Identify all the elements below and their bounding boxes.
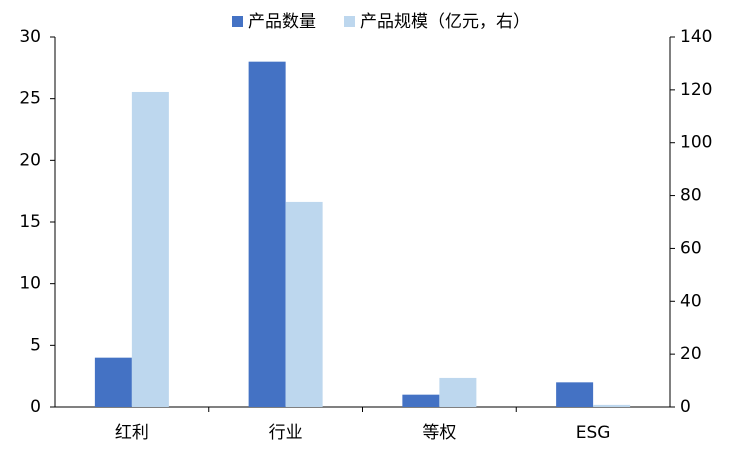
y2-tick-label: 60 <box>680 238 702 258</box>
bar <box>94 357 132 407</box>
bar <box>556 382 594 407</box>
y-tick-label: 20 <box>19 150 41 170</box>
y2-tick-label: 80 <box>680 186 702 206</box>
legend-swatch <box>344 16 355 27</box>
bar <box>131 91 169 407</box>
y2-tick-label: 40 <box>680 291 702 311</box>
bar <box>439 377 477 407</box>
y-tick-label: 30 <box>19 27 41 47</box>
legend-swatch <box>232 16 243 27</box>
y-tick-label: 15 <box>19 212 41 232</box>
y-tick-label: 10 <box>19 274 41 294</box>
y-tick-label: 25 <box>19 89 41 109</box>
legend-label: 产品规模（亿元，右） <box>360 12 530 32</box>
y2-tick-label: 20 <box>680 344 702 364</box>
x-tick-label: 等权 <box>422 423 456 443</box>
bar <box>593 404 631 407</box>
y2-tick-label: 100 <box>680 133 712 153</box>
y-tick-label: 5 <box>30 335 41 355</box>
legend-label: 产品数量 <box>248 12 316 32</box>
bar <box>402 394 440 407</box>
bar <box>285 201 323 407</box>
y2-tick-label: 120 <box>680 80 712 100</box>
y2-tick-label: 140 <box>680 27 712 47</box>
y2-tick-label: 0 <box>680 397 691 417</box>
y-tick-label: 0 <box>30 397 41 417</box>
bar <box>248 61 286 408</box>
x-tick-label: ESG <box>576 423 611 443</box>
x-tick-label: 行业 <box>269 423 303 443</box>
x-tick-label: 红利 <box>115 423 149 443</box>
